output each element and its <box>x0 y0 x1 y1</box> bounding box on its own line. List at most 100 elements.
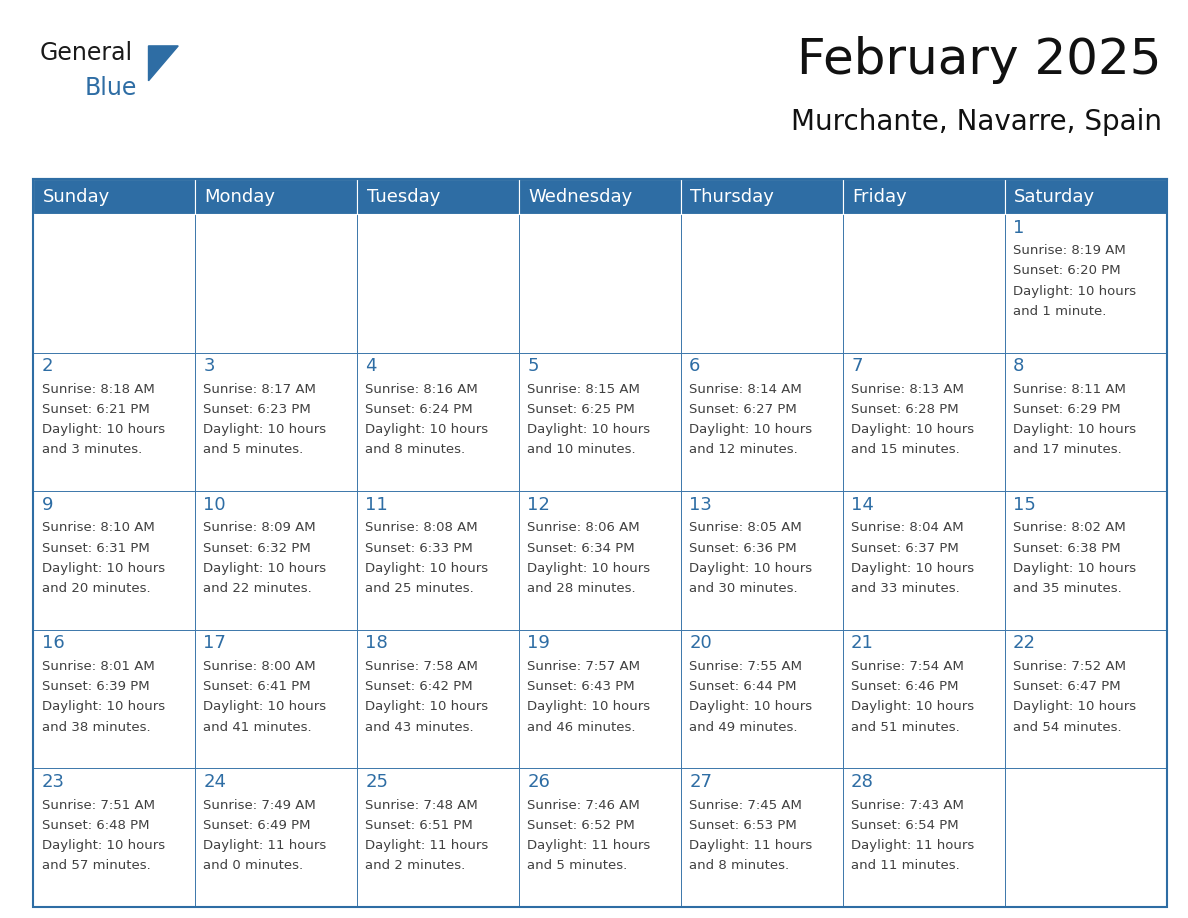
Text: Sunset: 6:53 PM: Sunset: 6:53 PM <box>689 819 797 832</box>
Text: Saturday: Saturday <box>1015 187 1095 206</box>
Bar <box>358 214 519 353</box>
Text: Sunrise: 7:52 AM: Sunrise: 7:52 AM <box>1013 660 1126 673</box>
Bar <box>681 768 842 907</box>
Text: 10: 10 <box>203 496 226 514</box>
Text: and 1 minute.: and 1 minute. <box>1013 305 1106 318</box>
Text: Sunset: 6:41 PM: Sunset: 6:41 PM <box>203 680 311 693</box>
Text: Daylight: 10 hours: Daylight: 10 hours <box>851 700 974 713</box>
Text: Sunrise: 7:55 AM: Sunrise: 7:55 AM <box>689 660 802 673</box>
Text: and 22 minutes.: and 22 minutes. <box>203 582 312 595</box>
Text: Sunset: 6:25 PM: Sunset: 6:25 PM <box>527 403 636 416</box>
Text: 11: 11 <box>366 496 388 514</box>
Bar <box>1005 630 1167 768</box>
Bar <box>33 630 195 768</box>
Text: Daylight: 11 hours: Daylight: 11 hours <box>203 839 327 852</box>
Text: Sunrise: 8:01 AM: Sunrise: 8:01 AM <box>42 660 154 673</box>
Text: 14: 14 <box>851 496 874 514</box>
Text: and 30 minutes.: and 30 minutes. <box>689 582 798 595</box>
Text: and 5 minutes.: and 5 minutes. <box>527 859 627 872</box>
Text: 24: 24 <box>203 773 227 791</box>
Bar <box>195 353 358 491</box>
Text: Sunset: 6:33 PM: Sunset: 6:33 PM <box>366 542 473 554</box>
Text: and 5 minutes.: and 5 minutes. <box>203 443 304 456</box>
Text: and 25 minutes.: and 25 minutes. <box>366 582 474 595</box>
Text: Daylight: 10 hours: Daylight: 10 hours <box>851 562 974 575</box>
Text: Daylight: 11 hours: Daylight: 11 hours <box>689 839 813 852</box>
Bar <box>1005 179 1167 214</box>
Text: Sunrise: 8:19 AM: Sunrise: 8:19 AM <box>1013 244 1126 257</box>
Text: 2: 2 <box>42 357 53 375</box>
Text: General: General <box>39 41 132 65</box>
Text: 23: 23 <box>42 773 64 791</box>
Text: Daylight: 11 hours: Daylight: 11 hours <box>366 839 488 852</box>
Bar <box>519 179 681 214</box>
Text: Daylight: 10 hours: Daylight: 10 hours <box>42 423 165 436</box>
Bar <box>681 491 842 630</box>
Text: Daylight: 10 hours: Daylight: 10 hours <box>527 562 650 575</box>
Text: and 8 minutes.: and 8 minutes. <box>689 859 789 872</box>
Text: 3: 3 <box>203 357 215 375</box>
Text: Daylight: 10 hours: Daylight: 10 hours <box>203 423 327 436</box>
Text: Sunrise: 7:43 AM: Sunrise: 7:43 AM <box>851 799 963 812</box>
Text: Sunset: 6:46 PM: Sunset: 6:46 PM <box>851 680 959 693</box>
Text: Sunset: 6:47 PM: Sunset: 6:47 PM <box>1013 680 1120 693</box>
Text: Monday: Monday <box>204 187 276 206</box>
Text: Daylight: 11 hours: Daylight: 11 hours <box>851 839 974 852</box>
Text: Daylight: 10 hours: Daylight: 10 hours <box>1013 423 1136 436</box>
Text: and 57 minutes.: and 57 minutes. <box>42 859 151 872</box>
Text: and 46 minutes.: and 46 minutes. <box>527 721 636 733</box>
Text: Sunrise: 8:04 AM: Sunrise: 8:04 AM <box>851 521 963 534</box>
Bar <box>1005 491 1167 630</box>
Text: Sunset: 6:38 PM: Sunset: 6:38 PM <box>1013 542 1120 554</box>
Bar <box>358 491 519 630</box>
Text: Daylight: 10 hours: Daylight: 10 hours <box>851 423 974 436</box>
Text: Sunrise: 8:14 AM: Sunrise: 8:14 AM <box>689 383 802 396</box>
Bar <box>519 491 681 630</box>
Text: Daylight: 10 hours: Daylight: 10 hours <box>527 700 650 713</box>
Text: and 2 minutes.: and 2 minutes. <box>366 859 466 872</box>
Text: Sunset: 6:54 PM: Sunset: 6:54 PM <box>851 819 959 832</box>
Text: 9: 9 <box>42 496 53 514</box>
Text: and 15 minutes.: and 15 minutes. <box>851 443 960 456</box>
Text: Blue: Blue <box>84 76 137 100</box>
Text: 17: 17 <box>203 634 227 653</box>
Text: Sunset: 6:24 PM: Sunset: 6:24 PM <box>366 403 473 416</box>
Text: Sunset: 6:29 PM: Sunset: 6:29 PM <box>1013 403 1120 416</box>
Text: 6: 6 <box>689 357 701 375</box>
Text: Daylight: 10 hours: Daylight: 10 hours <box>1013 700 1136 713</box>
Bar <box>33 214 195 353</box>
Text: Sunrise: 8:16 AM: Sunrise: 8:16 AM <box>366 383 478 396</box>
Text: February 2025: February 2025 <box>797 36 1162 84</box>
Text: Sunrise: 7:48 AM: Sunrise: 7:48 AM <box>366 799 478 812</box>
Bar <box>681 179 842 214</box>
Text: 13: 13 <box>689 496 712 514</box>
Text: Sunrise: 8:06 AM: Sunrise: 8:06 AM <box>527 521 640 534</box>
Text: Daylight: 10 hours: Daylight: 10 hours <box>366 562 488 575</box>
Text: 7: 7 <box>851 357 862 375</box>
Text: and 38 minutes.: and 38 minutes. <box>42 721 150 733</box>
Text: Sunset: 6:43 PM: Sunset: 6:43 PM <box>527 680 634 693</box>
Text: Sunrise: 8:05 AM: Sunrise: 8:05 AM <box>689 521 802 534</box>
Text: Sunset: 6:49 PM: Sunset: 6:49 PM <box>203 819 311 832</box>
Text: 12: 12 <box>527 496 550 514</box>
Text: Daylight: 10 hours: Daylight: 10 hours <box>689 423 813 436</box>
Text: Sunset: 6:52 PM: Sunset: 6:52 PM <box>527 819 636 832</box>
Bar <box>33 768 195 907</box>
Text: 28: 28 <box>851 773 874 791</box>
Text: Wednesday: Wednesday <box>529 187 633 206</box>
Text: Daylight: 10 hours: Daylight: 10 hours <box>203 700 327 713</box>
Text: 21: 21 <box>851 634 874 653</box>
Text: Daylight: 10 hours: Daylight: 10 hours <box>366 423 488 436</box>
Text: Sunrise: 8:02 AM: Sunrise: 8:02 AM <box>1013 521 1126 534</box>
Text: Sunset: 6:32 PM: Sunset: 6:32 PM <box>203 542 311 554</box>
Bar <box>33 353 195 491</box>
Text: 22: 22 <box>1013 634 1036 653</box>
Bar <box>358 179 519 214</box>
Text: Daylight: 11 hours: Daylight: 11 hours <box>527 839 651 852</box>
Text: Sunset: 6:51 PM: Sunset: 6:51 PM <box>366 819 473 832</box>
Text: Sunset: 6:27 PM: Sunset: 6:27 PM <box>689 403 797 416</box>
Text: Sunday: Sunday <box>43 187 110 206</box>
Text: Sunrise: 7:46 AM: Sunrise: 7:46 AM <box>527 799 640 812</box>
Text: 4: 4 <box>366 357 377 375</box>
Bar <box>1005 353 1167 491</box>
